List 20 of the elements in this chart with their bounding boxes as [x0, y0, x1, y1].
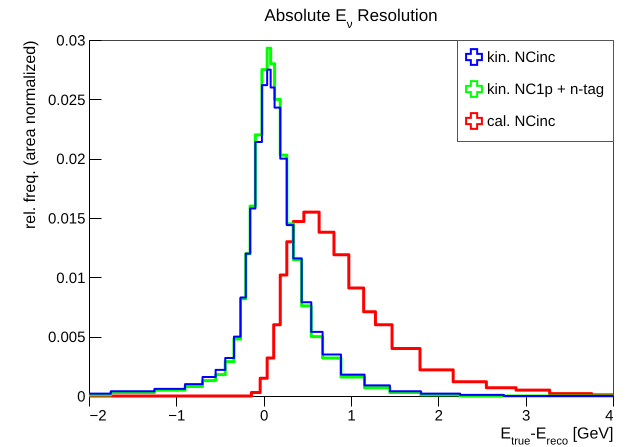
x-tick-label: 3: [522, 408, 530, 424]
chart-title: Absolute E$_{ν}$ Resolution: [264, 6, 438, 31]
y-tick-label: 0.015: [48, 210, 86, 228]
x-tick-label: 0: [260, 408, 268, 424]
legend-label: kin. NCinc: [487, 49, 556, 66]
x-tick-label: 1: [347, 408, 356, 424]
x-tick-label: −2: [90, 408, 107, 424]
x-axis-title: E$_{true}$-E$_{reco}$ [GeV]: [500, 426, 614, 447]
legend-label: cal. NCinc: [487, 113, 556, 130]
y-tick-label: 0: [77, 388, 86, 406]
y-tick-label: 0.03: [56, 32, 86, 50]
x-tick-label: 2: [434, 408, 444, 424]
y-axis-title: rel. freq. (area normalized): [22, 40, 39, 230]
x-tick-label: 4: [605, 408, 614, 424]
y-tick-label: 0.025: [48, 92, 86, 109]
x-tick-label: −1: [168, 408, 186, 424]
y-tick-label: 0.02: [56, 151, 86, 168]
legend-label: kin. NC1p + n-tag: [487, 81, 604, 98]
y-tick-label: 0.01: [56, 270, 86, 287]
y-tick-label: 0.005: [48, 329, 86, 346]
